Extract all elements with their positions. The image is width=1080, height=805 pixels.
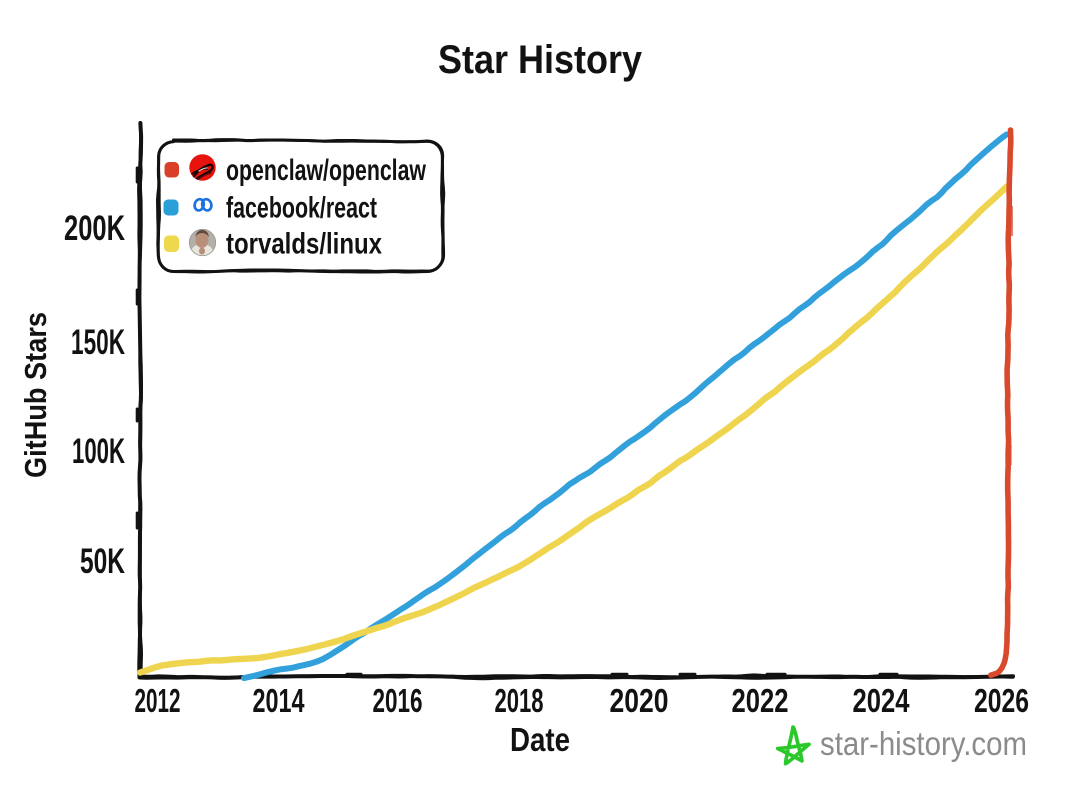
svg-text:2020: 2020 (610, 682, 669, 719)
svg-text:2014: 2014 (253, 682, 305, 719)
svg-text:2018: 2018 (495, 682, 544, 719)
svg-text:GitHub Stars: GitHub Stars (18, 312, 53, 478)
svg-text:facebook/react: facebook/react (226, 192, 377, 225)
svg-text:torvalds/linux: torvalds/linux (226, 228, 382, 261)
svg-text:2022: 2022 (732, 682, 789, 719)
svg-text:50K: 50K (80, 542, 125, 581)
svg-text:Star History: Star History (438, 38, 643, 82)
svg-text:150K: 150K (71, 323, 125, 362)
svg-text:100K: 100K (72, 432, 125, 471)
svg-text:2026: 2026 (974, 682, 1029, 719)
svg-text:Date: Date (510, 721, 570, 758)
svg-text:2016: 2016 (373, 682, 423, 719)
svg-text:2012: 2012 (135, 682, 181, 719)
svg-text:2024: 2024 (853, 682, 910, 719)
svg-text:200K: 200K (64, 209, 125, 248)
svg-text:openclaw/openclaw: openclaw/openclaw (226, 154, 426, 187)
svg-text:star-history.com: star-history.com (820, 725, 1027, 762)
